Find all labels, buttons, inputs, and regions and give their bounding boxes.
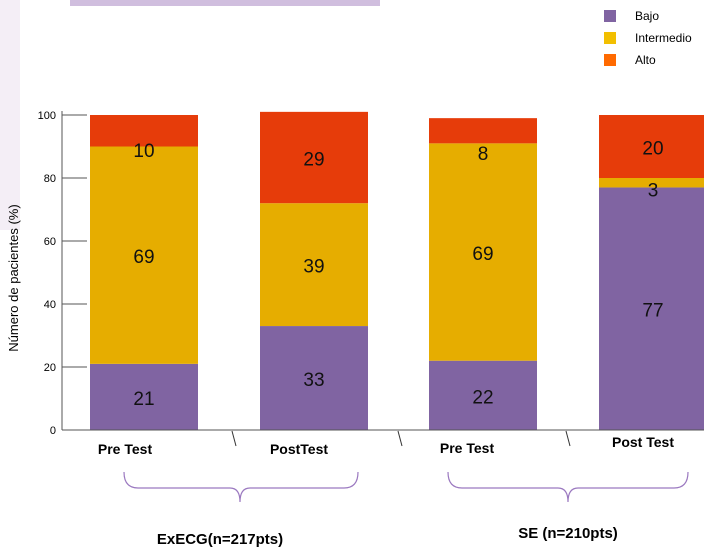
bar-value-label: 22	[472, 387, 493, 408]
y-tick-label: 40	[44, 299, 56, 311]
x-tick-label: Pre Test	[98, 441, 153, 457]
bar-segment-alto	[90, 115, 198, 147]
group-label: SE (n=210pts)	[518, 525, 618, 542]
bar-value-labels: 21 69 10 33 39 29 22 69 8 77 3 20	[133, 139, 663, 410]
group-bracket	[447, 471, 689, 503]
x-tick-label: Post Test	[612, 434, 674, 450]
bar-segment-intermedio	[599, 178, 704, 188]
bar-segment-bajo	[260, 326, 368, 430]
bars	[90, 111, 704, 430]
bar-segment-bajo	[599, 187, 704, 430]
y-tick-label: 100	[38, 110, 56, 122]
y-tick-label: 60	[44, 236, 56, 248]
legend-swatch-intermedio	[604, 32, 616, 44]
bar-value-label: 77	[642, 301, 663, 322]
bar-value-label: 39	[303, 257, 324, 278]
bar-segment-bajo	[90, 363, 198, 430]
legend-label: Alto	[635, 53, 656, 67]
bar-value-label: 21	[133, 389, 154, 410]
group-bracket	[123, 471, 359, 503]
group-label: ExECG(n=217pts)	[157, 531, 283, 548]
group-brackets: ExECG(n=217pts) SE (n=210pts)	[123, 471, 689, 548]
bar-value-label: 69	[133, 247, 154, 268]
x-tick-label: Pre Test	[440, 440, 495, 456]
bar-segment-bajo	[429, 360, 537, 430]
bar-segment-intermedio	[260, 203, 368, 327]
category-separator	[231, 430, 237, 447]
bar-segment-alto	[260, 111, 368, 204]
bar-value-label: 8	[478, 144, 489, 165]
legend-label: Intermedio	[635, 31, 692, 45]
y-tick-label: 80	[44, 173, 56, 185]
y-tick-label: 0	[50, 425, 56, 437]
x-axis: Pre Test PostTest Pre Test Post Test	[62, 429, 704, 457]
x-tick-label: PostTest	[270, 441, 328, 457]
bar-segment-intermedio	[90, 146, 198, 364]
bar-segment-intermedio	[429, 143, 537, 361]
y-tick-label: 20	[44, 362, 56, 374]
legend-swatch-alto	[604, 54, 616, 66]
y-axis: 0 20 40 60 80 100	[38, 110, 87, 437]
bar-value-label: 20	[642, 139, 663, 160]
bar-value-label: 10	[133, 141, 154, 162]
bar-segment-alto	[429, 118, 537, 144]
background-watermark	[0, 0, 20, 230]
bar-value-label: 33	[303, 370, 324, 391]
legend: Bajo Intermedio Alto	[604, 9, 692, 67]
legend-label: Bajo	[635, 9, 659, 23]
category-separator	[565, 430, 571, 447]
title-fragment	[70, 0, 380, 6]
bar-value-label: 3	[648, 181, 659, 202]
y-axis-label: Número de pacientes (%)	[6, 204, 21, 351]
category-separator	[397, 430, 403, 447]
bar-segment-alto	[599, 115, 704, 178]
bar-value-label: 69	[472, 244, 493, 265]
bar-value-label: 29	[303, 150, 324, 171]
legend-swatch-bajo	[604, 10, 616, 22]
